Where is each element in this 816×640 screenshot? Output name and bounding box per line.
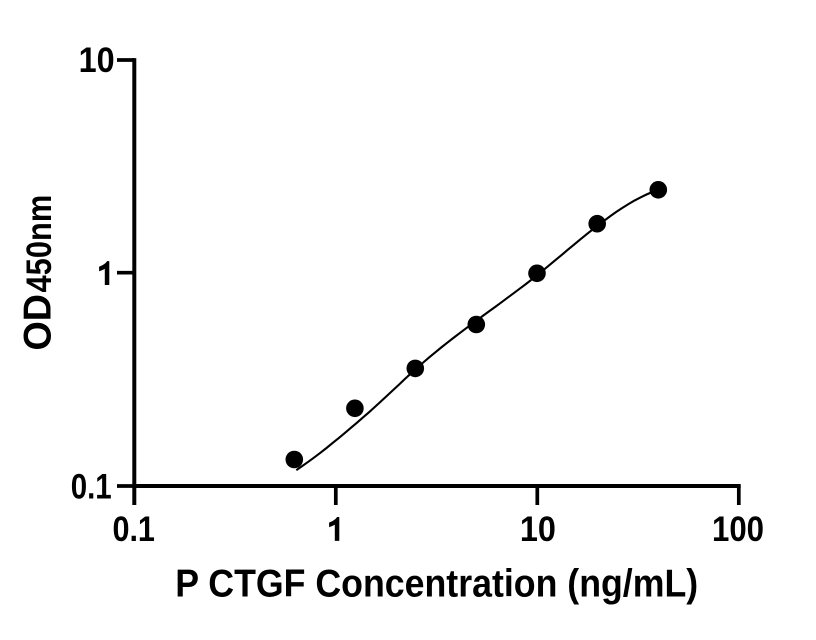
svg-text:0.1: 0.1 <box>112 510 155 549</box>
svg-text:450nm: 450nm <box>20 195 59 293</box>
svg-text:OD: OD <box>16 294 59 351</box>
svg-text:0.1: 0.1 <box>71 467 112 506</box>
svg-text:100: 100 <box>712 510 764 549</box>
svg-text:10: 10 <box>520 510 556 549</box>
svg-text:P CTGF Concentration (ng/mL): P CTGF Concentration (ng/mL) <box>175 563 698 606</box>
svg-text:10: 10 <box>79 41 115 80</box>
